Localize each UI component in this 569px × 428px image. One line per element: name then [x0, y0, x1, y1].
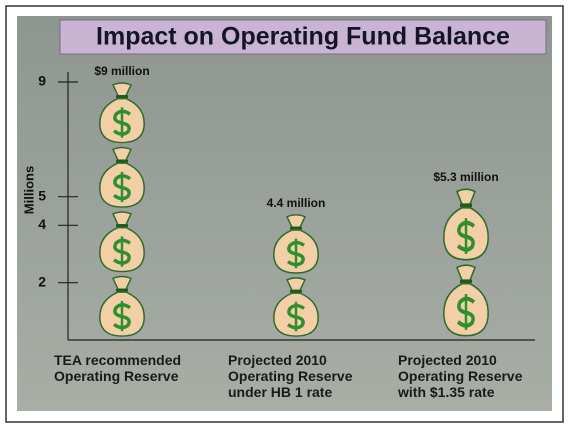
chart-title: Impact on Operating Fund Balance	[96, 23, 510, 51]
x-tick-label: TEA recommended Operating Reserve	[54, 352, 182, 384]
title-banner	[59, 19, 547, 55]
value-label: $9 million	[94, 64, 149, 78]
y-axis-label: Millions	[21, 166, 36, 214]
x-tick-label: Projected 2010 Operating Reserve with $1…	[398, 352, 523, 400]
value-label: 4.4 million	[267, 196, 326, 210]
y-tick-label: 4	[38, 216, 46, 232]
y-tick-label: 9	[38, 73, 46, 89]
value-label: $5.3 million	[433, 170, 498, 184]
y-tick-label: 2	[38, 273, 46, 289]
y-tick-label: 5	[38, 187, 46, 203]
x-tick-label: Projected 2010 Operating Reserve under H…	[228, 352, 353, 400]
